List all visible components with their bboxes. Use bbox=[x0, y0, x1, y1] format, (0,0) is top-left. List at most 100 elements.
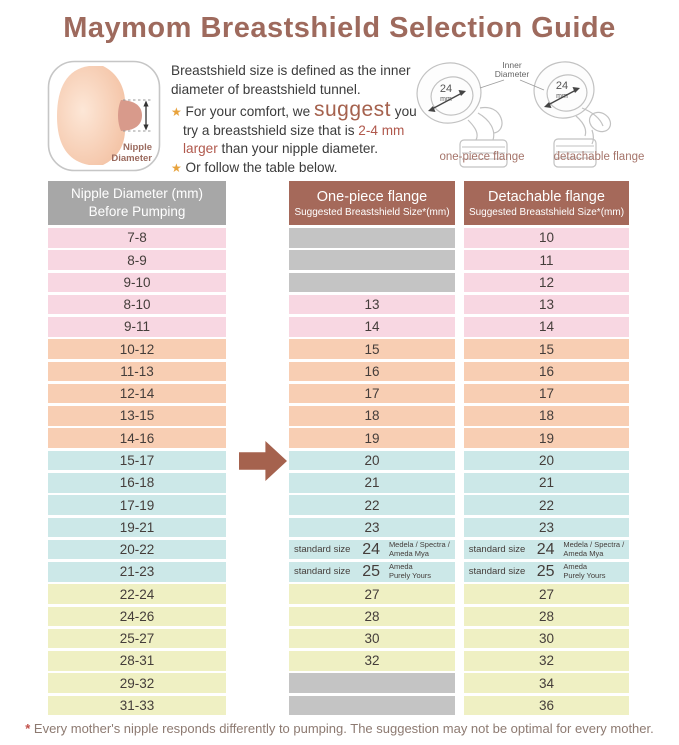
column-header-one-piece-flange: One-piece flange Suggested Breastshield … bbox=[289, 181, 455, 225]
detachable-size-cell: 23 bbox=[464, 517, 629, 538]
nipple-range-cell: 12-14 bbox=[48, 383, 226, 404]
size-value: 25 bbox=[362, 562, 381, 580]
brand-names: Medela / Spectra / Ameda Mya bbox=[563, 540, 625, 558]
one-piece-size-label: 24 bbox=[440, 83, 452, 95]
one-piece-size-cell bbox=[289, 228, 455, 248]
nipple-range-cell: 13-15 bbox=[48, 406, 226, 426]
detachable-size-cell: 34 bbox=[464, 673, 629, 693]
nipple-range-cell: 21-23 bbox=[48, 562, 226, 582]
nipple-diameter-diagram: Nipple Diameter bbox=[47, 60, 161, 172]
detachable-size-cell: 16 bbox=[464, 361, 629, 382]
table-row: 24-26 28 28 bbox=[0, 606, 679, 627]
detachable-size-cell: 14 bbox=[464, 317, 629, 337]
table-row: 21-23 standard size 25 Ameda Purely Yours sta… bbox=[0, 562, 679, 582]
flange-diagrams-icon: 24 mm 24 mm Inner Diameter bbox=[416, 60, 612, 168]
nipple-range-cell: 28-31 bbox=[48, 651, 226, 671]
one-piece-size-cell: standard size 25 Ameda Purely Yours bbox=[289, 562, 455, 582]
table-row: 9-11 14 14 bbox=[0, 317, 679, 337]
detachable-size-cell: 18 bbox=[464, 406, 629, 426]
one-piece-size-cell: 20 bbox=[289, 450, 455, 471]
bullet1-pre: For your comfort, we bbox=[185, 104, 314, 119]
size-value: 25 bbox=[536, 562, 555, 580]
one-piece-size-cell: 28 bbox=[289, 606, 455, 627]
bullet1-post: than your nipple diameter. bbox=[217, 141, 378, 156]
breast-illustration-icon: Nipple Diameter bbox=[47, 60, 161, 172]
brand-names: Medela / Spectra / Ameda Mya bbox=[388, 540, 450, 558]
detachable-size-cell: 19 bbox=[464, 428, 629, 449]
header-line1: Detachable flange bbox=[488, 188, 605, 205]
table-row: 15-17 20 20 bbox=[0, 450, 679, 471]
one-piece-flange-caption: one-piece flange bbox=[439, 151, 525, 163]
table-row: 13-15 18 18 bbox=[0, 406, 679, 426]
one-piece-size-cell: 17 bbox=[289, 383, 455, 404]
inner-diameter-label-line1: Inner bbox=[502, 60, 522, 70]
table-row: 12-14 17 17 bbox=[0, 383, 679, 404]
detachable-size-cell: standard size 25 Ameda Purely Yours bbox=[464, 562, 629, 582]
nipple-range-cell: 31-33 bbox=[48, 695, 226, 716]
detachable-size-cell: 27 bbox=[464, 584, 629, 604]
one-piece-size-cell: 19 bbox=[289, 428, 455, 449]
table-row: 9-10 12 bbox=[0, 272, 679, 293]
one-piece-size-cell: 27 bbox=[289, 584, 455, 604]
brand-names: Ameda Purely Yours bbox=[563, 562, 606, 580]
header-line2: Before Pumping bbox=[88, 204, 186, 219]
detachable-size-cell: 36 bbox=[464, 695, 629, 716]
detachable-size-cell: 17 bbox=[464, 383, 629, 404]
standard-size-label: standard size bbox=[468, 566, 526, 578]
table-row: 16-18 21 21 bbox=[0, 472, 679, 493]
table-row: 14-16 19 19 bbox=[0, 428, 679, 449]
size-range-highlight: 2-4 mm larger bbox=[183, 122, 405, 157]
nipple-range-cell: 10-12 bbox=[48, 339, 226, 359]
table-row: 31-33 36 bbox=[0, 695, 679, 716]
detachable-size-cell: 22 bbox=[464, 495, 629, 515]
detachable-size-cell: standard size 24 Medela / Spectra / Ameda M… bbox=[464, 539, 629, 560]
table-row: 19-21 23 23 bbox=[0, 517, 679, 538]
nipple-range-cell: 20-22 bbox=[48, 539, 226, 560]
table-row: 28-31 32 32 bbox=[0, 651, 679, 671]
star-bullet-icon: ★ bbox=[171, 105, 182, 119]
nipple-range-cell: 11-13 bbox=[48, 361, 226, 382]
detachable-size-cell: 15 bbox=[464, 339, 629, 359]
bullet2-text: Or follow the table below. bbox=[185, 159, 338, 175]
nipple-range-cell: 22-24 bbox=[48, 584, 226, 604]
standard-size-label: standard size bbox=[293, 566, 351, 578]
detachable-size-cell: 11 bbox=[464, 250, 629, 270]
standard-size-label: standard size bbox=[468, 544, 526, 556]
column-header-nipple-diameter: Nipple Diameter (mm) Before Pumping bbox=[48, 181, 226, 225]
header-line1: One-piece flange bbox=[316, 188, 428, 205]
nipple-range-cell: 25-27 bbox=[48, 628, 226, 649]
table-row: 29-32 34 bbox=[0, 673, 679, 693]
table-row: 7-8 10 bbox=[0, 228, 679, 248]
detachable-size-cell: 32 bbox=[464, 651, 629, 671]
one-piece-size-cell: 18 bbox=[289, 406, 455, 426]
table-row: 11-13 16 16 bbox=[0, 361, 679, 382]
bullet1-mid: you try a breastshield size that is bbox=[183, 104, 417, 138]
one-piece-size-cell: standard size 24 Medela / Spectra / Ameda M… bbox=[289, 539, 455, 560]
intro-text: Breastshield size is defined as the inne… bbox=[171, 62, 427, 177]
intro-definition: Breastshield size is defined as the inne… bbox=[171, 63, 411, 97]
star-bullet-icon: ★ bbox=[171, 160, 182, 175]
table-row: 10-12 15 15 bbox=[0, 339, 679, 359]
one-piece-size-cell: 23 bbox=[289, 517, 455, 538]
one-piece-size-cell: 32 bbox=[289, 651, 455, 671]
one-piece-size-cell bbox=[289, 695, 455, 716]
table-row: 8-9 11 bbox=[0, 250, 679, 270]
table-row: 25-27 30 30 bbox=[0, 628, 679, 649]
nipple-range-cell: 14-16 bbox=[48, 428, 226, 449]
one-piece-size-cell: 16 bbox=[289, 361, 455, 382]
header-line2: Suggested Breastshield Size*(mm) bbox=[468, 206, 625, 218]
intro-bullet-table: ★ Or follow the table below. bbox=[171, 159, 427, 178]
suggest-emphasis: suggest bbox=[313, 98, 392, 121]
detachable-size-cell: 21 bbox=[464, 472, 629, 493]
one-piece-size-cell: 14 bbox=[289, 317, 455, 337]
intro-bullet-comfort: ★ For your comfort, we suggest you try a… bbox=[171, 99, 427, 159]
one-piece-size-cell: 22 bbox=[289, 495, 455, 515]
footnote: * Every mother's nipple responds differe… bbox=[0, 721, 679, 736]
one-piece-size-cell: 21 bbox=[289, 472, 455, 493]
one-piece-size-cell: 13 bbox=[289, 294, 455, 315]
one-piece-size-cell: 30 bbox=[289, 628, 455, 649]
detachable-size-cell: 10 bbox=[464, 228, 629, 248]
table-row: 20-22 standard size 24 Medela / Spectra / Am… bbox=[0, 539, 679, 560]
nipple-range-cell: 17-19 bbox=[48, 495, 226, 515]
detachable-size-cell: 20 bbox=[464, 450, 629, 471]
